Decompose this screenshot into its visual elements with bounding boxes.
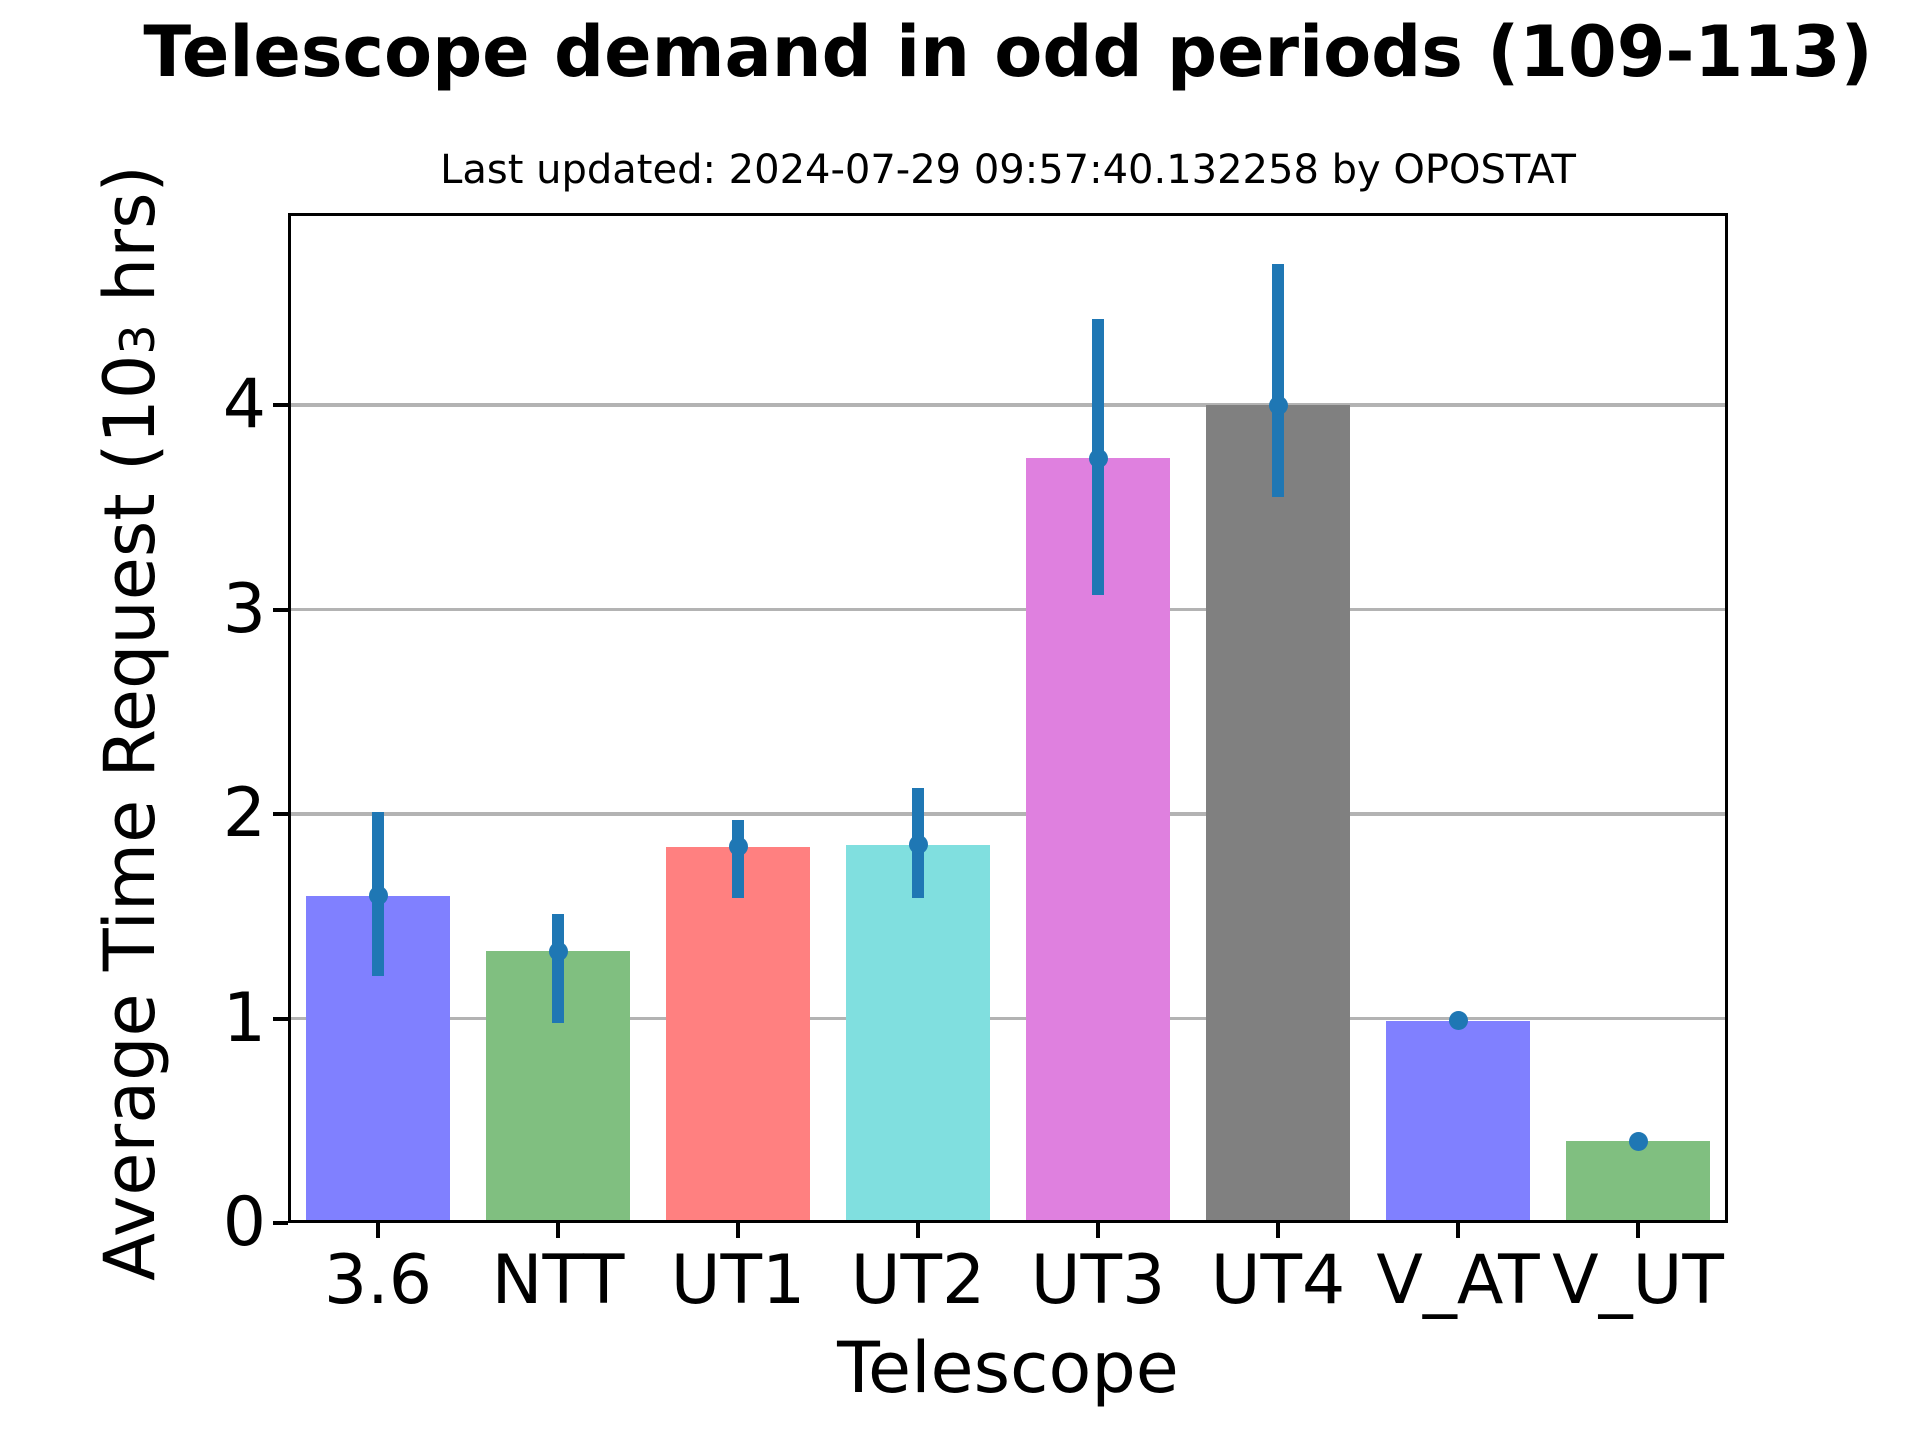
y-tick-mark-4 <box>273 403 288 408</box>
chart-title: Telescope demand in odd periods (109-113… <box>143 11 1873 93</box>
x-tick-label-UT2: UT2 <box>850 1241 986 1320</box>
x-tick-label-3.6: 3.6 <box>323 1241 433 1320</box>
y-tick-mark-2 <box>273 812 288 817</box>
x-tick-label-UT3: UT3 <box>1030 1241 1166 1320</box>
x-tick-label-UT4: UT4 <box>1210 1241 1346 1320</box>
x-tick-mark-UT1 <box>736 1223 740 1238</box>
gridline-y1 <box>288 1016 1728 1021</box>
y-tick-label-2: 2 <box>222 774 266 854</box>
mean-marker-V_UT <box>1628 1131 1648 1151</box>
x-tick-mark-UT3 <box>1096 1223 1100 1238</box>
x-tick-mark-NTT <box>556 1223 560 1238</box>
x-tick-mark-3.6 <box>376 1223 380 1238</box>
x-tick-label-UT1: UT1 <box>670 1241 806 1320</box>
y-tick-mark-3 <box>273 607 288 612</box>
mean-marker-NTT <box>548 941 568 961</box>
bar-UT2 <box>846 844 990 1223</box>
y-tick-label-0: 0 <box>222 1183 266 1262</box>
x-tick-label-NTT: NTT <box>491 1241 625 1320</box>
bar-UT4 <box>1206 405 1350 1223</box>
bar-UT1 <box>666 846 810 1223</box>
x-tick-mark-UT2 <box>916 1223 920 1238</box>
y-axis-label: Average Time Request (103 hrs) <box>87 123 173 1323</box>
error-bar-UT4 <box>1272 264 1284 498</box>
x-tick-label-V_AT: V_AT <box>1376 1241 1540 1320</box>
y-tick-label-1: 1 <box>222 978 266 1058</box>
x-tick-mark-V_AT <box>1456 1223 1460 1238</box>
mean-marker-UT4 <box>1268 395 1288 415</box>
y-tick-mark-1 <box>273 1016 288 1021</box>
error-bar-UT1 <box>732 820 744 898</box>
plot-area <box>288 213 1728 1223</box>
x-tick-label-V_UT: V_UT <box>1552 1241 1724 1320</box>
y-axis-label-superscript: 3 <box>111 324 166 355</box>
gridline-y4 <box>288 403 1728 407</box>
mean-marker-V_AT <box>1448 1011 1468 1031</box>
bar-V_AT <box>1386 1020 1530 1223</box>
mean-marker-UT2 <box>908 835 928 855</box>
gridline-y2 <box>288 812 1728 816</box>
bar-V_UT <box>1566 1141 1710 1223</box>
gridline-y3 <box>288 607 1728 612</box>
error-bar-NTT <box>552 914 564 1023</box>
mean-marker-3.6 <box>368 886 388 906</box>
x-tick-mark-V_UT <box>1636 1223 1640 1238</box>
x-tick-mark-UT4 <box>1276 1223 1280 1238</box>
mean-marker-UT3 <box>1088 448 1108 468</box>
chart-subtitle: Last updated: 2024-07-29 09:57:40.132258… <box>440 147 1576 193</box>
x-axis-label: Telescope <box>837 1327 1179 1409</box>
y-tick-label-3: 3 <box>222 569 266 649</box>
y-axis-label-suffix: hrs) <box>89 165 171 325</box>
y-tick-mark-0 <box>273 1221 288 1225</box>
mean-marker-UT1 <box>728 837 748 857</box>
y-tick-label-4: 4 <box>222 365 266 445</box>
